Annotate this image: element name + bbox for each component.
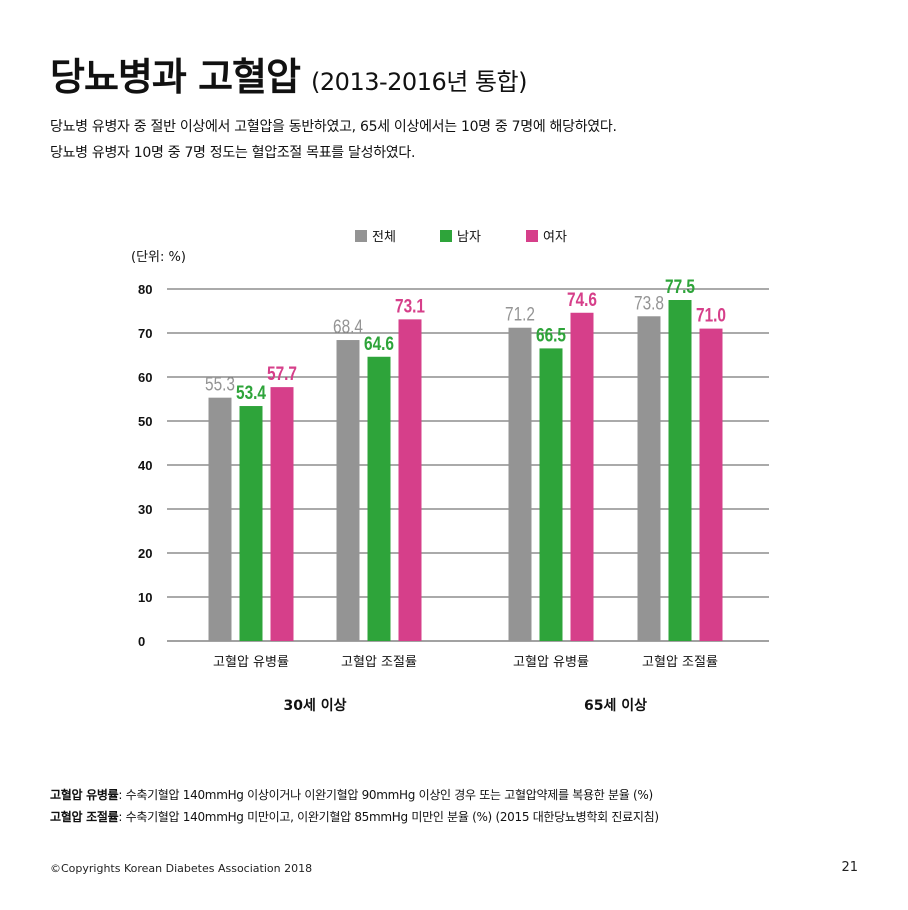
- legend-label-female: 여자: [543, 230, 567, 245]
- title-subtitle: (2013-2016년 통합): [311, 68, 527, 96]
- unit-label: (단위: %): [131, 250, 186, 265]
- legend-swatch-total: [355, 230, 367, 242]
- footnote-control-term: 고혈압 조절률: [50, 810, 119, 824]
- bar-male: [367, 356, 391, 641]
- data-label-total: 55.3: [205, 375, 235, 396]
- description-line-2: 당뇨병 유병자 10명 중 7명 정도는 혈압조절 목표를 달성하였다.: [50, 145, 416, 161]
- data-label-male: 53.4: [236, 383, 266, 404]
- bar-total: [208, 397, 232, 641]
- y-tick-label: 70: [138, 326, 152, 341]
- data-label-female: 57.7: [267, 364, 297, 385]
- legend-label-male: 남자: [457, 230, 481, 245]
- bar-male: [539, 348, 563, 641]
- description-line-1: 당뇨병 유병자 중 절반 이상에서 고혈압을 동반하였고, 65세 이상에서는 …: [50, 119, 617, 135]
- legend-label-total: 전체: [372, 230, 396, 245]
- data-label-total: 73.8: [634, 293, 664, 314]
- data-label-female: 73.1: [395, 296, 425, 317]
- bar-female: [270, 387, 294, 641]
- y-tick-label: 50: [138, 414, 152, 429]
- page-title: 당뇨병과 고혈압 (2013-2016년 통합): [50, 46, 527, 101]
- bar-total: [336, 340, 360, 641]
- data-label-male: 64.6: [364, 334, 394, 355]
- y-tick-label: 80: [138, 282, 152, 297]
- y-tick-label: 20: [138, 546, 152, 561]
- y-tick-label: 60: [138, 370, 152, 385]
- y-tick-label: 30: [138, 502, 152, 517]
- group-label: 65세 이상: [584, 697, 647, 714]
- title-main: 당뇨병과 고혈압: [50, 55, 301, 99]
- footnote-control: 고혈압 조절률: 수축기혈압 140mmHg 미만이고, 이완기혈압 85mmH…: [50, 808, 659, 825]
- bar-male: [668, 300, 692, 641]
- bar-female: [398, 319, 422, 641]
- y-tick-label: 40: [138, 458, 152, 473]
- bar-total: [637, 316, 661, 641]
- y-tick-label: 0: [138, 634, 145, 649]
- category-label: 고혈압 유병률: [213, 655, 289, 670]
- y-tick-label: 10: [138, 590, 152, 605]
- category-label: 고혈압 조절률: [341, 655, 417, 670]
- data-label-male: 66.5: [536, 325, 566, 346]
- data-label-female: 71.0: [696, 306, 726, 327]
- data-label-total: 68.4: [333, 317, 363, 338]
- footnote-control-text: : 수축기혈압 140mmHg 미만이고, 이완기혈압 85mmHg 미만인 분…: [118, 810, 659, 824]
- data-label-total: 71.2: [505, 305, 535, 326]
- footnote-prevalence-term: 고혈압 유병률: [50, 788, 119, 802]
- category-label: 고혈압 조절률: [642, 655, 718, 670]
- copyright: ©Copyrights Korean Diabetes Association …: [50, 862, 313, 875]
- bar-female: [570, 312, 594, 641]
- page-number: 21: [841, 860, 858, 875]
- footnote-prevalence: 고혈압 유병률: 수축기혈압 140mmHg 이상이거나 이완기혈압 90mmH…: [50, 786, 653, 803]
- bar-male: [239, 406, 263, 641]
- category-label: 고혈압 유병률: [513, 655, 589, 670]
- bar-chart: 0 10 20 30 40 50 60 70 80 (단위: %) 전체 남자 여자 55.3 68.4 71…: [131, 230, 769, 714]
- footnote-prevalence-text: : 수축기혈압 140mmHg 이상이거나 이완기혈압 90mmHg 이상인 경…: [118, 788, 653, 802]
- legend-swatch-male: [440, 230, 452, 242]
- data-label-female: 74.6: [567, 290, 597, 311]
- legend-swatch-female: [526, 230, 538, 242]
- group-label: 30세 이상: [284, 697, 347, 714]
- data-label-male: 77.5: [665, 277, 695, 298]
- bar-female: [699, 328, 723, 641]
- bar-total: [508, 327, 532, 641]
